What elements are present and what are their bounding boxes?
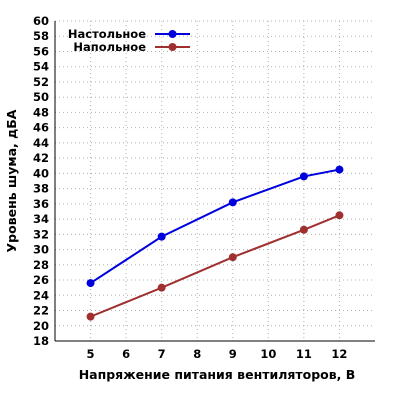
y-axis-title: Уровень шума, дБА <box>4 109 19 252</box>
series-layer <box>86 165 344 321</box>
y-tick-label: 40 <box>33 166 49 180</box>
data-point <box>86 279 95 288</box>
y-tick-label: 44 <box>33 136 49 150</box>
data-point <box>335 165 344 174</box>
data-point <box>157 283 166 292</box>
y-tick-label: 56 <box>33 44 49 58</box>
x-tick-labels: 5 6 7 8 9 10 11 12 <box>87 347 348 361</box>
y-tick-label: 24 <box>33 288 49 302</box>
y-tick-label: 20 <box>33 319 49 333</box>
y-tick-label: 34 <box>33 212 49 226</box>
data-point <box>228 198 237 207</box>
x-tick-label: 9 <box>229 347 237 361</box>
y-tick-label: 36 <box>33 197 49 211</box>
grid <box>55 20 375 342</box>
y-tick-label: 32 <box>33 227 49 241</box>
legend-swatch-marker <box>168 43 177 51</box>
x-tick-label: 12 <box>331 347 347 361</box>
y-tick-label: 18 <box>33 334 49 348</box>
data-point <box>86 312 95 321</box>
legend-label: Настольное <box>68 27 146 41</box>
legend-swatch-marker <box>168 30 177 38</box>
y-tick-label: 52 <box>33 75 49 89</box>
y-tick-label: 26 <box>33 273 49 287</box>
data-point <box>299 172 308 181</box>
x-tick-label: 6 <box>122 347 130 361</box>
y-tick-label: 50 <box>33 90 49 104</box>
y-tick-label: 22 <box>33 304 49 318</box>
legend-label: Напольное <box>73 40 146 54</box>
y-tick-label: 58 <box>33 29 49 43</box>
y-tick-label: 60 <box>33 14 49 28</box>
y-tick-label: 30 <box>33 243 49 257</box>
x-tick-label: 10 <box>260 347 276 361</box>
y-tick-label: 48 <box>33 105 49 119</box>
x-tick-label: 8 <box>193 347 201 361</box>
y-tick-label: 38 <box>33 182 49 196</box>
y-tick-label: 42 <box>33 151 49 165</box>
x-axis-title: Напряжение питания вентиляторов, В <box>79 367 356 382</box>
data-point <box>299 225 308 234</box>
y-tick-label: 54 <box>33 60 49 74</box>
y-tick-label: 28 <box>33 258 49 272</box>
x-tick-label: 11 <box>296 347 312 361</box>
x-tick-label: 5 <box>87 347 95 361</box>
x-tick-label: 7 <box>158 347 166 361</box>
y-tick-label: 46 <box>33 121 49 135</box>
data-point <box>335 211 344 220</box>
data-point <box>228 253 237 262</box>
data-point <box>157 232 166 241</box>
